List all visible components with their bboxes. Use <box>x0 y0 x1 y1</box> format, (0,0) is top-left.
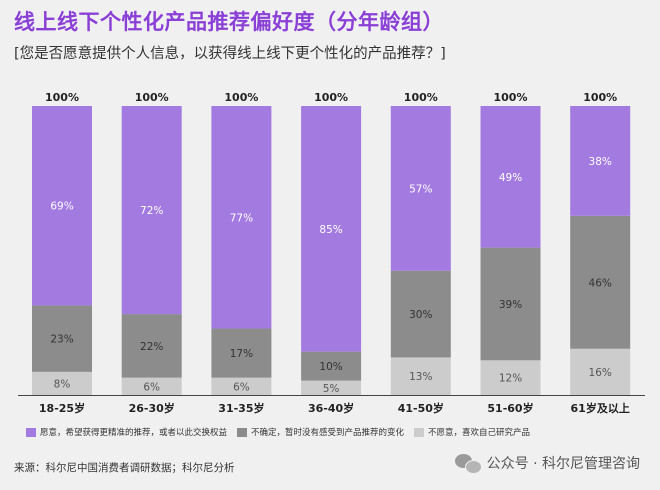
x-tick-label: 18-25岁 <box>39 401 85 415</box>
total-label: 100% <box>404 91 438 104</box>
watermark-text: 公众号 · 科尔尼管理咨询 <box>486 456 640 472</box>
watermark: 公众号 · 科尔尼管理咨询 <box>454 452 640 474</box>
wechat-icon <box>454 452 482 474</box>
total-label: 100% <box>135 91 169 104</box>
bar-segment <box>32 305 92 372</box>
bar-segment <box>390 270 451 358</box>
bar-segment <box>121 106 182 315</box>
total-label: 100% <box>494 91 528 104</box>
data-label: 72% <box>140 205 163 217</box>
data-label: 39% <box>499 299 522 311</box>
legend-label-unwilling: 不愿意，喜欢自己研究产品 <box>428 428 531 438</box>
legend-swatch-lightgray <box>414 427 425 437</box>
data-label: 69% <box>50 201 73 213</box>
chart-title: 线上线下个性化产品推荐偏好度（分年龄组） <box>14 10 444 34</box>
data-label: 38% <box>589 156 612 168</box>
bar-segment <box>301 380 362 395</box>
source-note: 来源：科尔尼中国消费者调研数据；科尔尼分析 <box>14 462 235 474</box>
data-label: 57% <box>409 183 432 195</box>
data-label: 13% <box>409 371 432 383</box>
bar-segment <box>570 106 631 216</box>
total-label: 100% <box>224 91 258 104</box>
chart-subtitle: [您是否愿意提供个人信息，以获得线上线下更个性化的产品推荐？] <box>14 46 446 62</box>
bar-segment <box>480 360 541 395</box>
data-label: 23% <box>50 334 73 346</box>
data-label: 16% <box>589 367 612 379</box>
bar-segment <box>121 314 182 378</box>
x-tick-label: 26-30岁 <box>129 401 175 415</box>
bar-segment <box>32 371 92 395</box>
data-label: 5% <box>323 383 340 395</box>
data-label: 12% <box>499 373 522 385</box>
chart-legend: 愿意，希望获得更精准的推荐，或者以此交换权益 不确定，暂时没有感受到产品推荐的变… <box>26 426 530 438</box>
bar-segment <box>301 106 362 352</box>
legend-item-unwilling: 不愿意，喜欢自己研究产品 <box>414 426 530 438</box>
data-label: 17% <box>230 348 253 360</box>
x-tick-label: 41-50岁 <box>398 401 444 415</box>
bar-segment <box>301 351 362 381</box>
data-label: 46% <box>589 277 612 289</box>
data-label: 6% <box>233 381 250 393</box>
bar-segment <box>390 357 451 395</box>
total-label: 100% <box>583 91 617 104</box>
data-label: 85% <box>319 224 342 236</box>
legend-label-willing: 愿意，希望获得更精准的推荐，或者以此交换权益 <box>40 428 228 438</box>
bar-segment <box>390 106 451 271</box>
data-label: 8% <box>54 378 71 390</box>
bar-segment <box>121 377 182 395</box>
data-label: 30% <box>409 309 432 321</box>
bar-segment <box>480 106 541 248</box>
legend-swatch-purple <box>26 427 36 437</box>
legend-swatch-darkgray <box>237 427 248 437</box>
legend-item-willing: 愿意，希望获得更精准的推荐，或者以此交换权益 <box>26 426 227 438</box>
x-tick-label: 61岁及以上 <box>571 401 630 415</box>
x-tick-label: 36-40岁 <box>308 401 354 415</box>
x-tick-label: 31-35岁 <box>218 401 264 415</box>
bar-segment <box>570 348 631 395</box>
bar-segment <box>32 106 92 306</box>
data-label: 6% <box>143 381 160 393</box>
data-label: 77% <box>230 212 253 224</box>
legend-label-unsure: 不确定，暂时没有感受到产品推荐的变化 <box>251 428 405 438</box>
legend-item-unsure: 不确定，暂时没有感受到产品推荐的变化 <box>237 426 404 438</box>
bar-segment <box>570 215 631 349</box>
x-tick-label: 51-60岁 <box>487 401 533 415</box>
bar-segment <box>211 377 272 395</box>
bar-segment <box>211 106 272 329</box>
total-label: 100% <box>45 91 79 104</box>
data-label: 49% <box>499 172 522 184</box>
stacked-bar-chart: 8% 23% 69% 100% 18-25岁 6% 22% 72% 100% 26-30岁 6% 17… <box>18 91 645 415</box>
total-label: 100% <box>314 91 348 104</box>
data-label: 22% <box>140 341 163 353</box>
bar-segment <box>211 328 272 378</box>
bar-segment <box>480 247 541 361</box>
data-label: 10% <box>319 361 342 373</box>
